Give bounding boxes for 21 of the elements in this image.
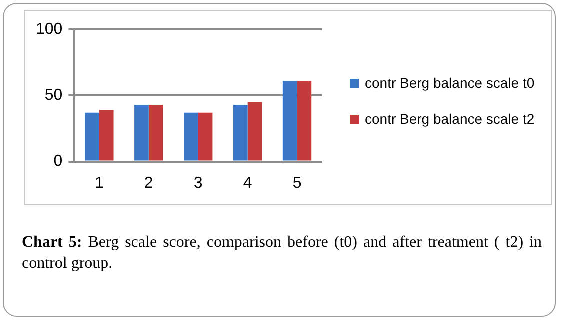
y-tick-label: 100 [36,21,63,38]
bar [99,110,114,161]
bar [85,112,100,161]
x-tick-label: 1 [94,174,104,192]
bar [148,104,164,161]
y-tick-label: 50 [44,87,63,104]
y-tick-label: 0 [54,153,63,170]
x-tick-label: 2 [144,174,154,192]
bar [282,81,298,161]
legend-label: contr Berg balance scale t2 [365,111,535,128]
bar [134,104,149,161]
text: Chart 5: Berg scale score, comparison before (t0) and after treatment ( t2) in control group. [22,233,542,274]
x-tick-label: 4 [243,174,252,192]
bar [297,81,312,161]
bar [198,112,213,161]
x-tick-label: 5 [292,174,302,192]
legend-label: contr Berg balance scale t0 [365,75,535,92]
x-tick-label: 3 [194,174,203,192]
bar [248,102,262,161]
bar [233,104,248,161]
bar [184,112,198,161]
